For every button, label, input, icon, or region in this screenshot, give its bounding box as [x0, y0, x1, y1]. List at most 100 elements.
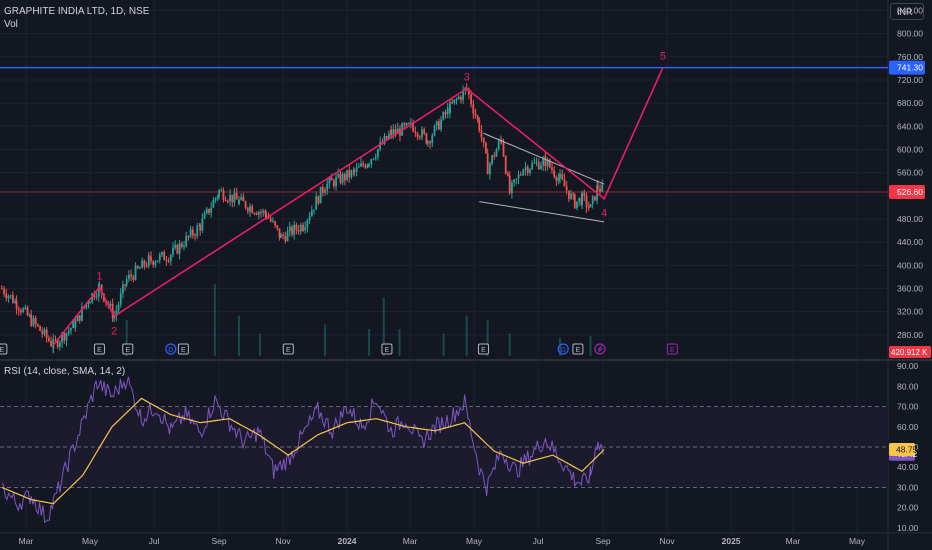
candle-body — [43, 329, 46, 334]
candle-body — [28, 315, 31, 317]
candle-body — [191, 229, 194, 236]
candle-body — [249, 206, 251, 212]
rsi-tick-label: 10.00 — [897, 523, 919, 533]
dividend-marker — [557, 343, 569, 355]
volume-bar — [324, 324, 327, 356]
candle-body — [497, 141, 500, 150]
candle-body — [565, 186, 568, 191]
candle-body — [212, 200, 215, 208]
candle-body — [370, 159, 373, 165]
candle-body — [559, 174, 561, 179]
candle-body — [269, 218, 272, 222]
candle-body — [17, 308, 20, 311]
candle-body — [203, 213, 206, 219]
volume-label[interactable]: Vol — [4, 19, 18, 30]
candle-body — [201, 218, 204, 231]
time-tick-label: Jul — [533, 536, 544, 546]
candle-body — [508, 175, 511, 194]
candle-body — [332, 180, 335, 187]
rsi-ma-line — [1, 397, 605, 505]
candle-body — [567, 190, 570, 199]
candle-body — [437, 121, 440, 130]
candle-body — [231, 194, 234, 203]
candle-body — [551, 167, 553, 171]
price-tick-label: 440.00 — [897, 237, 923, 247]
price-tick-label: 840.00 — [897, 5, 923, 15]
candle-body — [455, 99, 458, 101]
candle-body — [589, 204, 592, 208]
candle-body — [187, 235, 190, 237]
earnings-marker — [93, 343, 105, 355]
wave-label: 4 — [601, 208, 607, 220]
candle-body — [526, 167, 529, 173]
candle-body — [76, 315, 79, 322]
earnings-marker-label: E — [0, 347, 5, 354]
earnings-marker-label: E — [481, 347, 486, 354]
volume-tag-label: 420.912 K — [891, 348, 928, 357]
symbol-title[interactable]: GRAPHITE INDIA LTD, 1D, NSE — [4, 6, 150, 17]
candle-body — [145, 265, 148, 267]
earnings-marker — [381, 343, 393, 355]
candle-body — [45, 329, 48, 338]
candle-body — [495, 149, 498, 157]
time-tick-label: 2025 — [722, 536, 741, 546]
candle-body — [583, 192, 586, 197]
candle-body — [167, 260, 170, 262]
rsi-indicator-label[interactable]: RSI (14, close, SMA, 14, 2) — [4, 366, 126, 377]
time-tick-label: Mar — [786, 536, 801, 546]
candle-body — [467, 88, 470, 95]
rsi-line — [1, 376, 605, 524]
candle-body — [388, 134, 390, 139]
candle-body — [152, 261, 155, 265]
candle-body — [396, 128, 399, 134]
candle-body — [260, 211, 262, 213]
candle-body — [130, 274, 133, 277]
candle-body — [169, 254, 172, 257]
candle-body — [93, 293, 96, 298]
candle-body — [451, 102, 453, 104]
currency-button[interactable]: INR — [890, 3, 924, 20]
candle-body — [596, 185, 599, 189]
price-tick-label: 800.00 — [897, 29, 923, 39]
candle-body — [194, 235, 196, 237]
candle-body — [20, 310, 22, 313]
candle-body — [14, 300, 16, 303]
candle-body — [472, 104, 475, 114]
rsi-tick-label: 80.00 — [897, 381, 919, 391]
rsi-tick-label: 90.00 — [897, 361, 919, 371]
candle-body — [319, 186, 322, 204]
candle-body — [132, 276, 135, 280]
price-tick-label: 320.00 — [897, 307, 923, 317]
candle-body — [421, 129, 423, 138]
candle-body — [233, 192, 236, 203]
candle-body — [474, 113, 477, 117]
candle-body — [410, 122, 412, 124]
candle-body — [337, 173, 340, 178]
candle-body — [435, 121, 438, 126]
candle-body — [161, 252, 163, 255]
candle-body — [591, 196, 594, 205]
candle-body — [54, 339, 57, 341]
candle-body — [226, 200, 229, 202]
price-tick-label: 280.00 — [897, 330, 923, 340]
candle-body — [288, 226, 291, 232]
candle-body — [147, 255, 150, 266]
candle-body — [572, 193, 575, 195]
candle-body — [585, 196, 588, 208]
candle-body — [491, 155, 493, 164]
earnings-marker-label: E — [385, 347, 390, 354]
candle-body — [457, 96, 460, 100]
candle-body — [335, 177, 337, 187]
candle-body — [257, 211, 260, 215]
candle-body — [7, 296, 10, 299]
candle-body — [32, 317, 35, 326]
candle-body — [362, 163, 365, 166]
candle-body — [143, 260, 146, 266]
candle-body — [513, 179, 516, 183]
time-tick-label: May — [82, 536, 99, 546]
candle-body — [9, 295, 12, 297]
candle-body — [570, 193, 572, 199]
price-tag — [889, 60, 925, 75]
